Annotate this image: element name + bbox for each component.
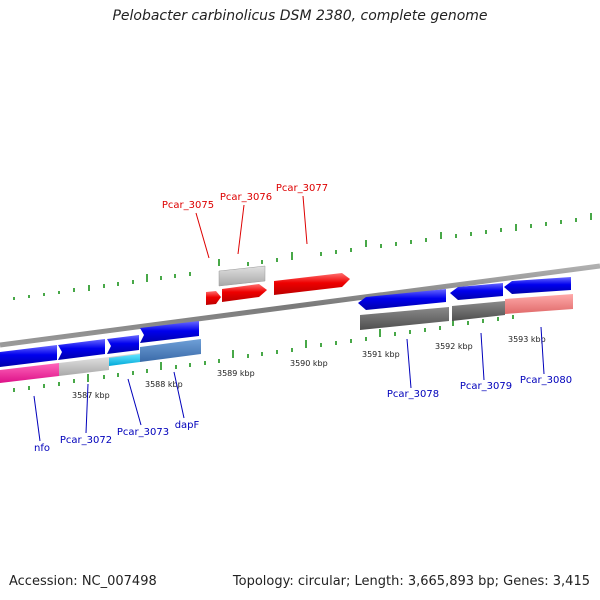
gene-arrow[interactable] xyxy=(107,335,139,354)
gene-label[interactable]: Pcar_3075 xyxy=(162,200,214,211)
gene-label[interactable]: Pcar_3079 xyxy=(460,381,512,392)
gene-arrow[interactable] xyxy=(358,289,446,310)
kbp-label: 3593 kbp xyxy=(508,335,546,344)
kbp-label: 3589 kbp xyxy=(217,369,255,378)
gene-label[interactable]: Pcar_3077 xyxy=(276,183,328,194)
gene-label[interactable]: Pcar_3080 xyxy=(520,375,572,386)
genome-title: Pelobacter carbinolicus DSM 2380, comple… xyxy=(112,8,488,24)
gene-arrow[interactable] xyxy=(222,284,267,302)
gene-label[interactable]: Pcar_3076 xyxy=(220,192,272,203)
genome-axis xyxy=(0,263,600,348)
gene-arrow[interactable] xyxy=(0,345,57,367)
gene-label[interactable]: dapF xyxy=(175,420,200,431)
kbp-label: 3587 kbp xyxy=(72,391,110,400)
reverse-tick-track xyxy=(13,315,514,392)
forward-tick-track xyxy=(13,213,592,300)
gene-block[interactable] xyxy=(109,354,140,366)
gene-label[interactable]: Pcar_3073 xyxy=(117,427,169,438)
gene-block[interactable] xyxy=(59,357,109,376)
reverse-strand-track xyxy=(0,277,573,383)
kbp-label: 3588 kbp xyxy=(145,380,183,389)
kbp-label: 3590 kbp xyxy=(290,359,328,368)
gene-block[interactable] xyxy=(505,294,573,314)
kbp-label: 3591 kbp xyxy=(362,350,400,359)
label-leaders xyxy=(33,195,545,442)
gene-block[interactable] xyxy=(218,265,266,287)
gene-arrow[interactable] xyxy=(504,277,571,294)
gene-block[interactable] xyxy=(0,363,59,383)
gene-arrow[interactable] xyxy=(140,321,199,343)
gene-label[interactable]: nfo xyxy=(34,443,50,454)
gene-arrow[interactable] xyxy=(274,273,350,295)
gene-arrow[interactable] xyxy=(58,339,105,360)
gene-label[interactable]: Pcar_3078 xyxy=(387,389,439,400)
forward-gene-labels: Pcar_3075 Pcar_3076 Pcar_3077 xyxy=(162,183,328,211)
gene-label[interactable]: Pcar_3072 xyxy=(60,435,112,446)
gene-arrow[interactable] xyxy=(450,283,503,300)
gene-arrow[interactable] xyxy=(206,291,221,305)
topology-summary: Topology: circular; Length: 3,665,893 bp… xyxy=(232,574,590,589)
forward-strand-track xyxy=(206,265,350,305)
kbp-scale: 3587 kbp 3588 kbp 3589 kbp 3590 kbp 3591… xyxy=(72,335,546,400)
kbp-label: 3592 kbp xyxy=(435,342,473,351)
reverse-gene-labels: nfo Pcar_3072 Pcar_3073 dapF Pcar_3078 P… xyxy=(34,375,572,454)
accession-label: Accession: NC_007498 xyxy=(9,574,157,589)
gene-block[interactable] xyxy=(360,307,449,330)
gene-block[interactable] xyxy=(452,301,505,321)
gene-block[interactable] xyxy=(140,339,201,362)
